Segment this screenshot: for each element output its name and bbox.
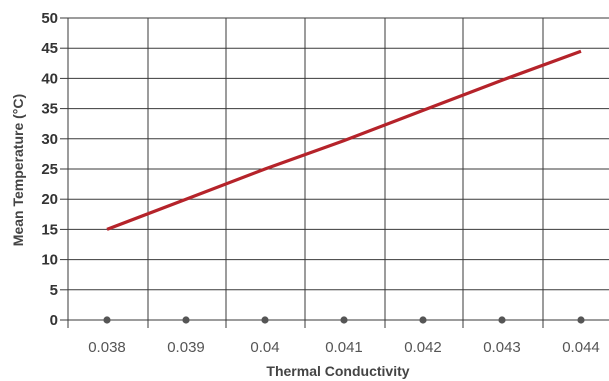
y-tick-label: 25 [41,161,58,178]
x-tick-label: 0.04 [250,339,279,356]
baseline-marker [103,316,111,324]
x-axis-ticks: 0.038 0.039 0.04 0.041 0.042 0.043 0.044 [88,339,600,356]
x-axis-title: Thermal Conductivity [266,363,409,379]
y-tick-label: 10 [41,252,58,269]
x-tick-label: 0.043 [483,339,521,356]
y-tick-label: 0 [50,312,58,329]
baseline-marker [498,316,506,324]
y-tick-label: 50 [41,10,58,27]
x-tick-label: 0.044 [562,339,600,356]
y-tick-label: 40 [41,70,58,87]
x-tick-label: 0.041 [325,339,363,356]
y-tick-label: 5 [50,282,58,299]
baseline-marker [261,316,269,324]
y-tick-label: 35 [41,101,58,118]
baseline-marker [182,316,190,324]
y-axis-title: Mean Temperature (°C) [10,94,26,246]
series-line-1 [106,49,582,231]
y-tick-label: 20 [41,191,58,208]
y-tick-label: 30 [41,131,58,148]
y-tick-label: 45 [41,40,58,57]
baseline-marker [419,316,427,324]
x-tick-label: 0.039 [167,339,205,356]
baseline-marker [577,316,585,324]
y-tick-label: 15 [41,221,58,238]
baseline-markers [103,316,585,324]
baseline-marker [340,316,348,324]
series-layer [106,49,582,231]
grid [67,17,609,328]
x-tick-label: 0.042 [404,339,442,356]
x-tick-label: 0.038 [88,339,126,356]
y-axis-ticks: 0 5 10 15 20 25 30 35 40 45 50 [41,10,68,329]
